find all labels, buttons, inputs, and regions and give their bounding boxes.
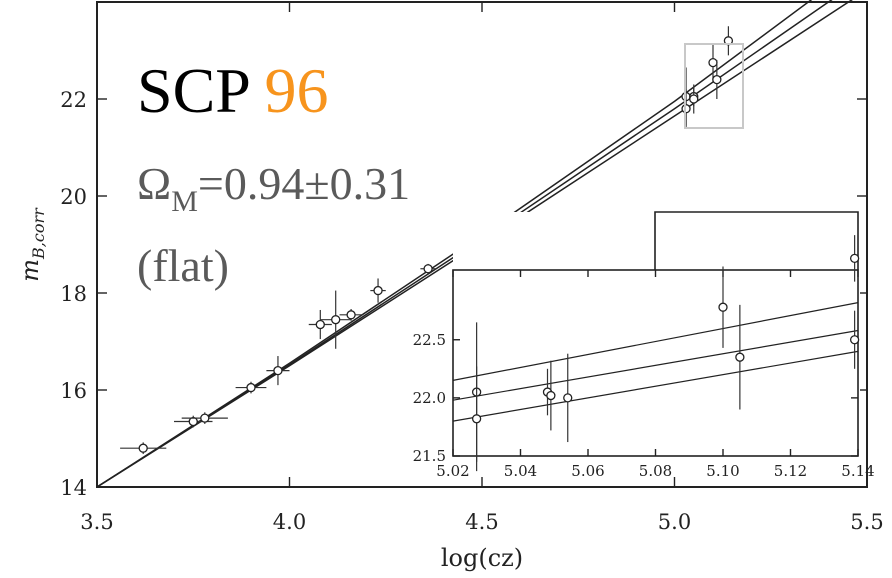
fit-line [452,329,859,401]
data-point [331,315,341,325]
y-tick-label: 16 [60,379,87,403]
omega-symbol: Ω [137,158,171,209]
data-point [708,57,718,68]
x-tick-label: 5.06 [571,462,604,480]
x-tick-label: 5.14 [841,462,874,480]
data-point [712,74,722,85]
inset-x-tick-labels: 5.02 5.04 5.06 5.08 5.10 5.12 5.14 [436,462,874,480]
fit-line [452,350,859,422]
x-tick-label: 4.5 [465,510,498,534]
omega-statistic: ΩM=0.94±0.31 [137,158,410,218]
data-point [373,285,383,296]
flat-label: (flat) [137,240,229,291]
main-x-tick-labels: 3.5 4.0 4.5 5.0 5.5 [80,510,883,534]
main-y-tick-labels: 14 16 18 20 22 [60,88,87,500]
x-tick-label: 5.08 [639,462,672,480]
x-tick-label: 5.02 [436,462,469,480]
data-point [849,335,860,345]
omega-value: =0.94±0.31 [198,158,410,209]
x-tick-label: 5.12 [774,462,807,480]
x-tick-label: 5.04 [504,462,537,480]
y-tick-label: 18 [60,282,87,306]
zoom-region-box [684,43,744,129]
y-axis-label: mB,corr [16,207,48,282]
y-tick-label: 14 [60,476,87,500]
data-point [188,416,198,427]
x-tick-label: 3.5 [80,510,113,534]
y-tick-label: 20 [60,185,87,209]
y-tick-label: 22.5 [413,331,446,349]
inset-y-tick-labels: 21.5 22.0 22.5 [413,331,446,465]
data-point [273,365,283,376]
inset-data-points [471,235,860,472]
data-point [718,302,728,312]
inset-frame-step [654,211,859,270]
x-tick-label: 5.10 [706,462,739,480]
data-point [735,352,745,362]
overlay-title-prefix: SCP [137,55,249,126]
data-point [200,413,210,423]
inset-fit-lines [452,302,859,422]
data-point [849,253,860,264]
overlay-title-number: 96 [265,55,329,126]
omega-subscript: M [171,185,198,218]
x-tick-label: 5.5 [850,510,883,534]
data-point [689,94,699,104]
inset-background [453,212,860,456]
data-point [563,393,573,403]
data-point [346,310,356,320]
data-point [471,414,482,424]
overlay-title: SCP 96 [137,55,329,126]
data-point [315,319,325,330]
x-tick-label: 5.0 [658,510,691,534]
y-tick-label: 21.5 [413,447,446,465]
y-tick-label: 22.0 [413,389,446,407]
data-point [546,390,556,401]
y-tick-label: 22 [60,88,87,112]
main-axis-ticks [96,2,868,488]
data-point [423,264,433,274]
inset-axis-ticks [452,270,859,457]
y-axis-label-main: m [16,259,44,282]
data-point [246,382,256,393]
data-point [138,443,148,453]
fit-line [452,302,859,381]
x-axis-label: log(cz) [441,544,523,572]
data-point [681,104,691,114]
y-axis-label-sub: B,corr [29,207,48,260]
x-tick-label: 4.0 [273,510,306,534]
